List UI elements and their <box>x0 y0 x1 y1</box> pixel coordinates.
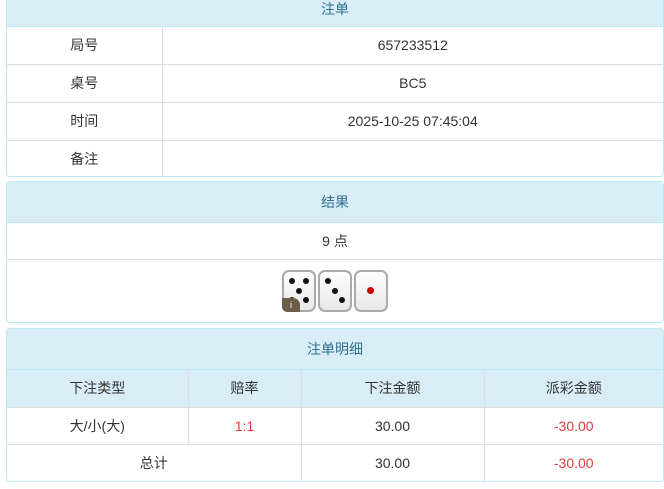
remark-value <box>161 139 663 176</box>
order-table: 局号 657233512 桌号 BC5 时间 2025-10-25 07:45:04 … <box>7 27 663 176</box>
info-icon[interactable]: i <box>282 298 300 312</box>
header-bet-amount: 下注金额 <box>300 370 485 408</box>
table-row: 大/小(大) 1:1 30.00 -30.00 <box>7 406 663 445</box>
dice-row: i <box>7 260 663 322</box>
result-panel-title: 结果 <box>7 182 663 223</box>
table-row: 备注 <box>7 139 663 176</box>
order-panel: 注单 局号 657233512 桌号 BC5 时间 2025-10-25 07:45:… <box>6 0 664 177</box>
round-value: 657233512 <box>161 27 663 65</box>
die-five-icon: i <box>282 270 316 312</box>
time-label: 时间 <box>7 101 163 141</box>
total-label: 总计 <box>7 443 302 481</box>
table-row: 时间 2025-10-25 07:45:04 <box>7 101 663 141</box>
header-odds: 赔率 <box>187 370 302 408</box>
round-label: 局号 <box>7 27 163 65</box>
header-bet-type: 下注类型 <box>7 370 189 408</box>
detail-panel-title: 注单明细 <box>7 329 663 370</box>
detail-table: 下注类型 赔率 下注金额 派彩金额 大/小(大) 1:1 30.00 -30.0… <box>7 370 663 481</box>
die-one-icon <box>354 270 388 312</box>
time-value: 2025-10-25 07:45:04 <box>161 101 663 141</box>
header-payout: 派彩金额 <box>483 370 663 408</box>
order-panel-title: 注单 <box>7 0 663 27</box>
bet-amount: 30.00 <box>300 406 485 445</box>
total-payout: -30.00 <box>483 443 663 481</box>
table-row: 局号 657233512 <box>7 27 663 65</box>
total-bet: 30.00 <box>300 443 485 481</box>
result-points: 9 点 <box>7 223 663 260</box>
table-header-row: 下注类型 赔率 下注金额 派彩金额 <box>7 370 663 408</box>
result-panel: 结果 9 点 i <box>6 181 664 323</box>
total-row: 总计 30.00 -30.00 <box>7 443 663 481</box>
detail-panel: 注单明细 下注类型 赔率 下注金额 派彩金额 大/小(大) 1:1 30.00 … <box>6 328 664 482</box>
payout: -30.00 <box>483 406 663 445</box>
bet-type: 大/小(大) <box>7 406 189 445</box>
table-value: BC5 <box>161 63 663 103</box>
remark-label: 备注 <box>7 139 163 176</box>
odds: 1:1 <box>187 406 302 445</box>
table-row: 桌号 BC5 <box>7 63 663 103</box>
table-label: 桌号 <box>7 63 163 103</box>
die-three-icon <box>318 270 352 312</box>
